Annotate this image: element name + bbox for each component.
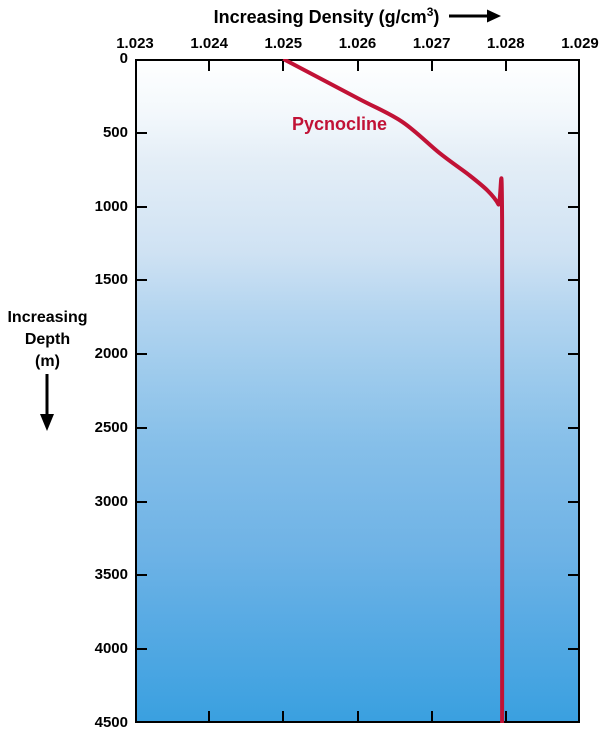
left-axis-label: Increasing Depth (m) (0, 307, 95, 373)
y-tick-label: 0 (119, 50, 128, 67)
y-tick-mark-left (137, 353, 147, 356)
y-tick-mark-left (137, 205, 147, 208)
y-tick-mark-right (568, 131, 578, 134)
y-tick-mark-right (568, 426, 578, 429)
y-tick-mark-right (568, 500, 578, 503)
x-tick-mark-top (208, 61, 211, 71)
top-axis-title-text: Increasing Density (g/cm3) (214, 5, 440, 28)
y-tick-label: 1500 (94, 271, 128, 289)
down-arrow-icon (40, 374, 54, 431)
title-superscript: 3 (426, 4, 434, 19)
y-tick-mark-left (137, 426, 147, 429)
y-tick-label: 2000 (94, 345, 128, 363)
x-tick-label: 1.023 (116, 35, 154, 52)
y-tick-label: 4500 (94, 714, 128, 730)
y-tick-mark-left (137, 574, 147, 577)
pycnocline-curve-path (282, 59, 505, 723)
x-tick-mark-top (356, 61, 359, 71)
top-axis-title: Increasing Density (g/cm3) (135, 3, 580, 29)
y-tick-label: 4000 (94, 640, 128, 658)
y-tick-label: 3000 (94, 492, 128, 510)
y-tick-mark-right (568, 205, 578, 208)
y-tick-mark-left (137, 648, 147, 651)
x-tick-mark-top (504, 61, 507, 71)
y-tick-label: 500 (102, 123, 128, 141)
x-tick-label: 1.028 (487, 35, 525, 52)
x-tick-mark-bottom (208, 711, 211, 721)
left-axis-label-line2: Depth (24, 331, 71, 348)
x-tick-label: 1.025 (264, 35, 303, 52)
title-suffix: ) (433, 6, 440, 27)
y-tick-mark-right (568, 648, 578, 651)
left-axis-label-line1: Increasing (7, 309, 88, 326)
x-tick-label: 1.026 (338, 35, 377, 52)
x-tick-mark-bottom (504, 711, 507, 721)
y-tick-mark-left (137, 279, 147, 282)
x-tick-label: 1.024 (190, 35, 228, 52)
y-tick-mark-right (568, 574, 578, 577)
pycnocline-label: Pycnocline (292, 114, 388, 134)
x-tick-label: 1.029 (561, 35, 599, 52)
x-tick-mark-bottom (356, 711, 359, 721)
y-tick-mark-left (137, 131, 147, 134)
right-arrow-icon (449, 9, 502, 23)
y-tick-mark-right (568, 353, 578, 356)
pycnocline-curve (282, 59, 505, 723)
plot-area (135, 59, 580, 723)
y-tick-label: 2500 (94, 418, 128, 436)
x-tick-mark-top (282, 61, 285, 71)
x-tick-mark-bottom (282, 711, 285, 721)
x-tick-label: 1.027 (412, 35, 451, 52)
y-tick-mark-right (568, 279, 578, 282)
x-tick-mark-bottom (430, 711, 433, 721)
y-tick-label: 3500 (94, 566, 128, 584)
left-axis-label-line3: (m) (35, 353, 60, 370)
y-tick-label: 1000 (94, 197, 128, 215)
x-tick-mark-top (430, 61, 433, 71)
y-tick-mark-left (137, 500, 147, 503)
title-prefix: Increasing Density (g/cm (213, 6, 427, 27)
